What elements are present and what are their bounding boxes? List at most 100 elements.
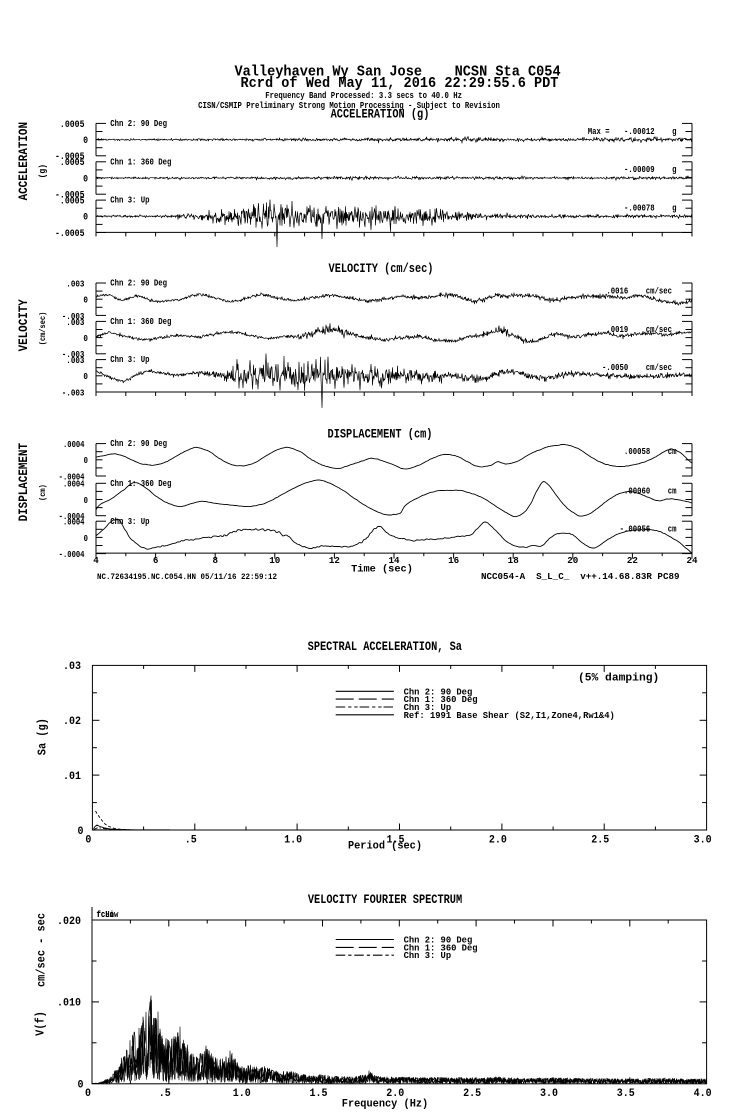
svg-text:Chn 3: Up: Chn 3: Up [110, 356, 150, 366]
svg-text:12: 12 [329, 555, 340, 566]
svg-text:cm/sec - sec: cm/sec - sec [36, 913, 49, 987]
svg-text:.003: .003 [66, 279, 84, 290]
svg-text:(g): (g) [38, 164, 49, 178]
svg-text:Chn 3: Up: Chn 3: Up [404, 951, 452, 961]
svg-text:Chn 1: 360 Deg: Chn 1: 360 Deg [110, 317, 171, 327]
svg-text:Frequency Band Processed: 3.3: Frequency Band Processed: 3.3 secs to 40… [265, 90, 462, 101]
svg-text:Chn 1: 360 Deg: Chn 1: 360 Deg [404, 943, 478, 953]
svg-text:g: g [672, 204, 677, 214]
svg-text:cm: cm [668, 487, 677, 497]
svg-text:-.00009: -.00009 [624, 166, 655, 176]
svg-text:.003: .003 [66, 355, 84, 366]
svg-text:ACCELERATION: ACCELERATION [16, 122, 31, 200]
svg-text:1.0: 1.0 [233, 1088, 251, 1101]
svg-text:0: 0 [77, 825, 83, 838]
svg-text:2.0: 2.0 [386, 1088, 404, 1101]
svg-text:Chn 1: 360 Deg: Chn 1: 360 Deg [404, 695, 478, 705]
svg-text:-.003: -.003 [62, 311, 85, 322]
svg-text:.01: .01 [63, 771, 81, 784]
svg-text:.00060: .00060 [624, 487, 650, 497]
svg-text:Chn 2: 90 Deg: Chn 2: 90 Deg [110, 440, 167, 450]
svg-text:2.0: 2.0 [489, 834, 507, 847]
svg-text:2.5: 2.5 [591, 834, 609, 847]
svg-text:.0005: .0005 [60, 195, 85, 207]
svg-text:-.0005: -.0005 [55, 227, 85, 239]
svg-text:.0005: .0005 [60, 156, 85, 168]
svg-text:.03: .03 [63, 661, 81, 674]
svg-text:NC.72634195.NC.C054.HN 05/11/1: NC.72634195.NC.C054.HN 05/11/16 22:59:12 [97, 573, 277, 583]
svg-text:3.0: 3.0 [540, 1088, 558, 1101]
svg-text:20: 20 [567, 555, 578, 566]
svg-text:1.5: 1.5 [387, 834, 405, 847]
svg-text:-.0004: -.0004 [59, 550, 85, 560]
svg-text:-.003: -.003 [62, 388, 85, 399]
svg-text:Period (sec): Period (sec) [348, 840, 422, 853]
svg-text:0: 0 [83, 173, 88, 185]
svg-text:.0004: .0004 [63, 440, 85, 450]
svg-text:22: 22 [627, 555, 638, 566]
svg-text:DISPLACEMENT (cm): DISPLACEMENT (cm) [328, 427, 433, 441]
svg-text:.02: .02 [63, 716, 81, 729]
svg-text:0: 0 [83, 295, 88, 306]
svg-text:.010: .010 [57, 997, 81, 1010]
svg-text:0: 0 [83, 371, 88, 382]
svg-text:g: g [672, 127, 677, 137]
svg-text:-.0004: -.0004 [59, 473, 85, 483]
svg-text:Chn 3: Up: Chn 3: Up [110, 196, 150, 206]
svg-text:.0004: .0004 [63, 480, 85, 490]
svg-text:cm/sec: cm/sec [646, 363, 672, 373]
svg-text:4: 4 [93, 555, 99, 566]
svg-text:14: 14 [388, 555, 400, 566]
svg-text:2.5: 2.5 [463, 1088, 481, 1101]
svg-text:.003: .003 [66, 317, 84, 328]
svg-text:.020: .020 [57, 915, 81, 928]
svg-text:cm: cm [668, 447, 677, 457]
svg-text:Chn 2: 90 Deg: Chn 2: 90 Deg [404, 936, 473, 946]
svg-text:VELOCITY (cm/sec): VELOCITY (cm/sec) [329, 262, 434, 276]
svg-text:.0019: .0019 [606, 325, 628, 335]
svg-text:Max =: Max = [588, 127, 610, 137]
svg-text:6: 6 [153, 555, 159, 566]
svg-text:Frequency (Hz): Frequency (Hz) [342, 1098, 428, 1111]
svg-text:Valleyhaven Wy San Jose NCS: Valleyhaven Wy San Jose NCSN Sta C054 [235, 64, 562, 81]
svg-text:0: 0 [83, 134, 88, 146]
svg-text:24: 24 [686, 555, 698, 566]
svg-text:NCC054-A S_L_C_ v++.14.68.83: NCC054-A S_L_C_ v++.14.68.83R PC89 [481, 571, 679, 582]
svg-text:-.003: -.003 [62, 349, 85, 360]
svg-text:cm: cm [668, 525, 677, 535]
svg-text:3.0: 3.0 [694, 834, 712, 847]
svg-text:Ref: 1991 Base Shear (S2,I1,Zo: Ref: 1991 Base Shear (S2,I1,Zone4,Rw1&4) [404, 711, 615, 721]
svg-text:0: 0 [83, 211, 88, 223]
svg-text:0: 0 [85, 834, 91, 847]
svg-text:18: 18 [508, 555, 520, 566]
svg-text:Chn 3: Up: Chn 3: Up [404, 703, 452, 713]
svg-text:Chn 1: 360 Deg: Chn 1: 360 Deg [110, 158, 171, 168]
svg-text:Chn 2: 90 Deg: Chn 2: 90 Deg [110, 279, 167, 289]
svg-text:3.5: 3.5 [617, 1088, 635, 1101]
svg-text:0: 0 [84, 534, 88, 544]
svg-text:.0005: .0005 [60, 118, 85, 130]
svg-text:.5: .5 [185, 834, 197, 847]
svg-text:8: 8 [212, 555, 218, 566]
svg-text:.5: .5 [159, 1088, 171, 1101]
svg-text:(cm/sec): (cm/sec) [40, 312, 49, 346]
svg-text:Time (sec): Time (sec) [351, 564, 413, 576]
svg-text:0: 0 [77, 1079, 83, 1092]
svg-text:cm/sec: cm/sec [646, 325, 672, 335]
svg-text:Chn 2: 90 Deg: Chn 2: 90 Deg [404, 687, 473, 697]
svg-text:ACCELERATION (g): ACCELERATION (g) [331, 107, 430, 121]
svg-text:-.00012: -.00012 [624, 127, 655, 137]
svg-text:V(f): V(f) [35, 1011, 48, 1036]
svg-text:cm/sec: cm/sec [646, 287, 672, 297]
svg-text:0: 0 [85, 1088, 91, 1101]
svg-text:.0004: .0004 [63, 518, 85, 528]
svg-text:Rcrd of Wed May 11, 2016 22:29: Rcrd of Wed May 11, 2016 22:29:55.6 PDT [241, 75, 559, 92]
svg-text:fcHi: fcHi [97, 910, 115, 920]
svg-text:VELOCITY FOURIER SPECTRUM: VELOCITY FOURIER SPECTRUM [308, 893, 462, 907]
svg-text:(5% damping): (5% damping) [578, 673, 659, 685]
svg-text:16: 16 [448, 555, 459, 566]
svg-text:1.5: 1.5 [310, 1088, 328, 1101]
svg-text:DISPLACEMENT: DISPLACEMENT [16, 443, 31, 521]
svg-text:Chn 3: Up: Chn 3: Up [110, 517, 150, 527]
svg-text:fcLow: fcLow [97, 910, 119, 920]
